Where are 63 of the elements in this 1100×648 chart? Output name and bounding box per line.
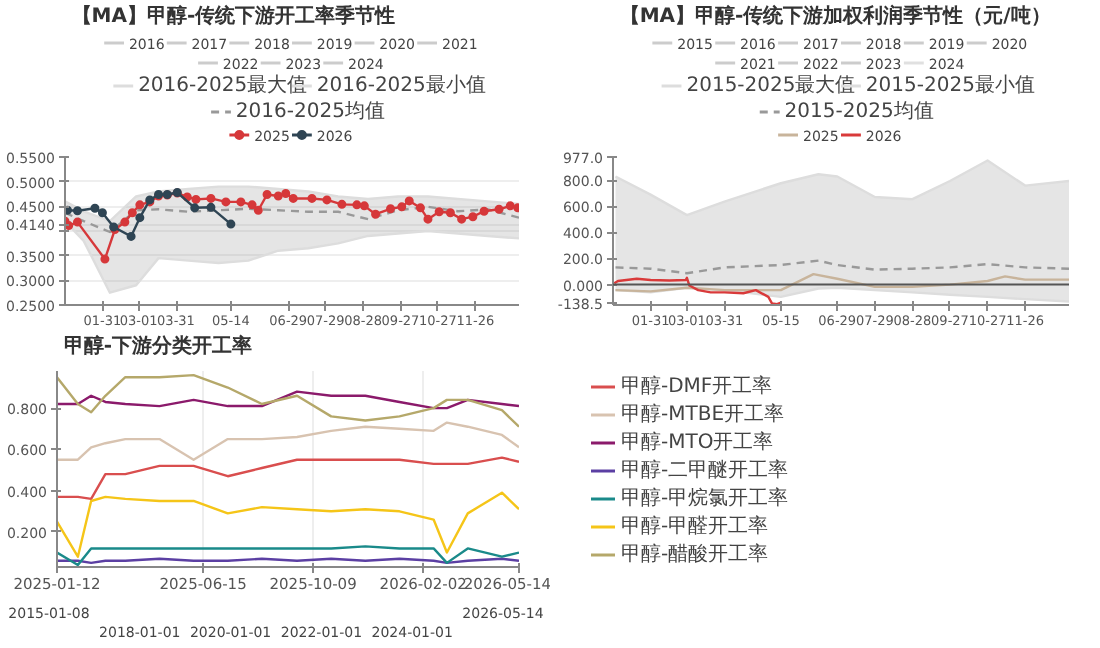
point: [253, 205, 263, 215]
legend-label: 甲醇-醋酸开工率: [621, 542, 769, 566]
point: [72, 217, 82, 227]
point: [247, 200, 257, 210]
legend-label: 甲醇-MTBE开工率: [621, 402, 785, 426]
point: [505, 201, 515, 211]
point: [90, 203, 100, 213]
point: [434, 207, 444, 217]
point: [397, 202, 407, 212]
chart-title: 甲醇-下游分类开工率: [63, 334, 253, 358]
legend-label: 2016-2025均值: [235, 99, 385, 123]
line-series: [57, 456, 519, 501]
point: [445, 208, 455, 218]
point: [423, 214, 433, 224]
legend-label: 甲醇-甲烷氯开工率: [621, 486, 789, 510]
point: [221, 197, 231, 207]
line-series: [614, 272, 1069, 293]
point: [262, 190, 272, 199]
chart-title: 【MA】甲醇-传统下游开工率季节性: [71, 4, 396, 28]
point: [307, 193, 317, 203]
legend-label: 甲醇-DMF开工率: [621, 374, 773, 398]
point: [127, 208, 137, 218]
point: [281, 189, 291, 198]
line-series: [614, 259, 1069, 275]
legend-label: 2016-2025最小值: [316, 73, 486, 97]
line-series: [57, 421, 519, 461]
point: [468, 212, 478, 222]
point: [126, 231, 136, 241]
chart-title: 【MA】甲醇-传统下游加权利润季节性（元/吨）: [619, 4, 1051, 28]
point: [479, 206, 489, 216]
line-series: [57, 390, 519, 410]
point: [322, 195, 332, 205]
point: [97, 208, 107, 218]
point: [337, 199, 347, 209]
point: [206, 193, 216, 203]
point: [371, 209, 381, 219]
point: [386, 204, 396, 214]
point: [120, 217, 130, 227]
point: [288, 193, 298, 203]
point: [352, 200, 362, 210]
point: [404, 196, 414, 206]
point: [206, 202, 216, 212]
point: [72, 206, 82, 216]
point: [226, 219, 236, 229]
point: [273, 191, 283, 201]
point: [494, 204, 504, 214]
point: [457, 214, 467, 224]
line-series: [613, 276, 783, 305]
legend-label: 甲醇-MTO开工率: [621, 430, 774, 454]
point: [135, 213, 145, 223]
legend-label: 2015-2025均值: [784, 99, 934, 123]
point: [100, 254, 110, 264]
legend-label: 甲醇-二甲醚开工率: [621, 458, 789, 482]
point: [236, 197, 246, 207]
line-series: [57, 373, 519, 428]
point: [190, 203, 200, 213]
point: [135, 200, 145, 210]
legend-label: 甲醇-甲醛开工率: [621, 514, 769, 538]
point: [359, 201, 369, 211]
point: [415, 203, 425, 213]
point: [191, 194, 201, 204]
line-series: [57, 491, 519, 558]
legend-label: 2015-2025最小值: [865, 73, 1035, 97]
